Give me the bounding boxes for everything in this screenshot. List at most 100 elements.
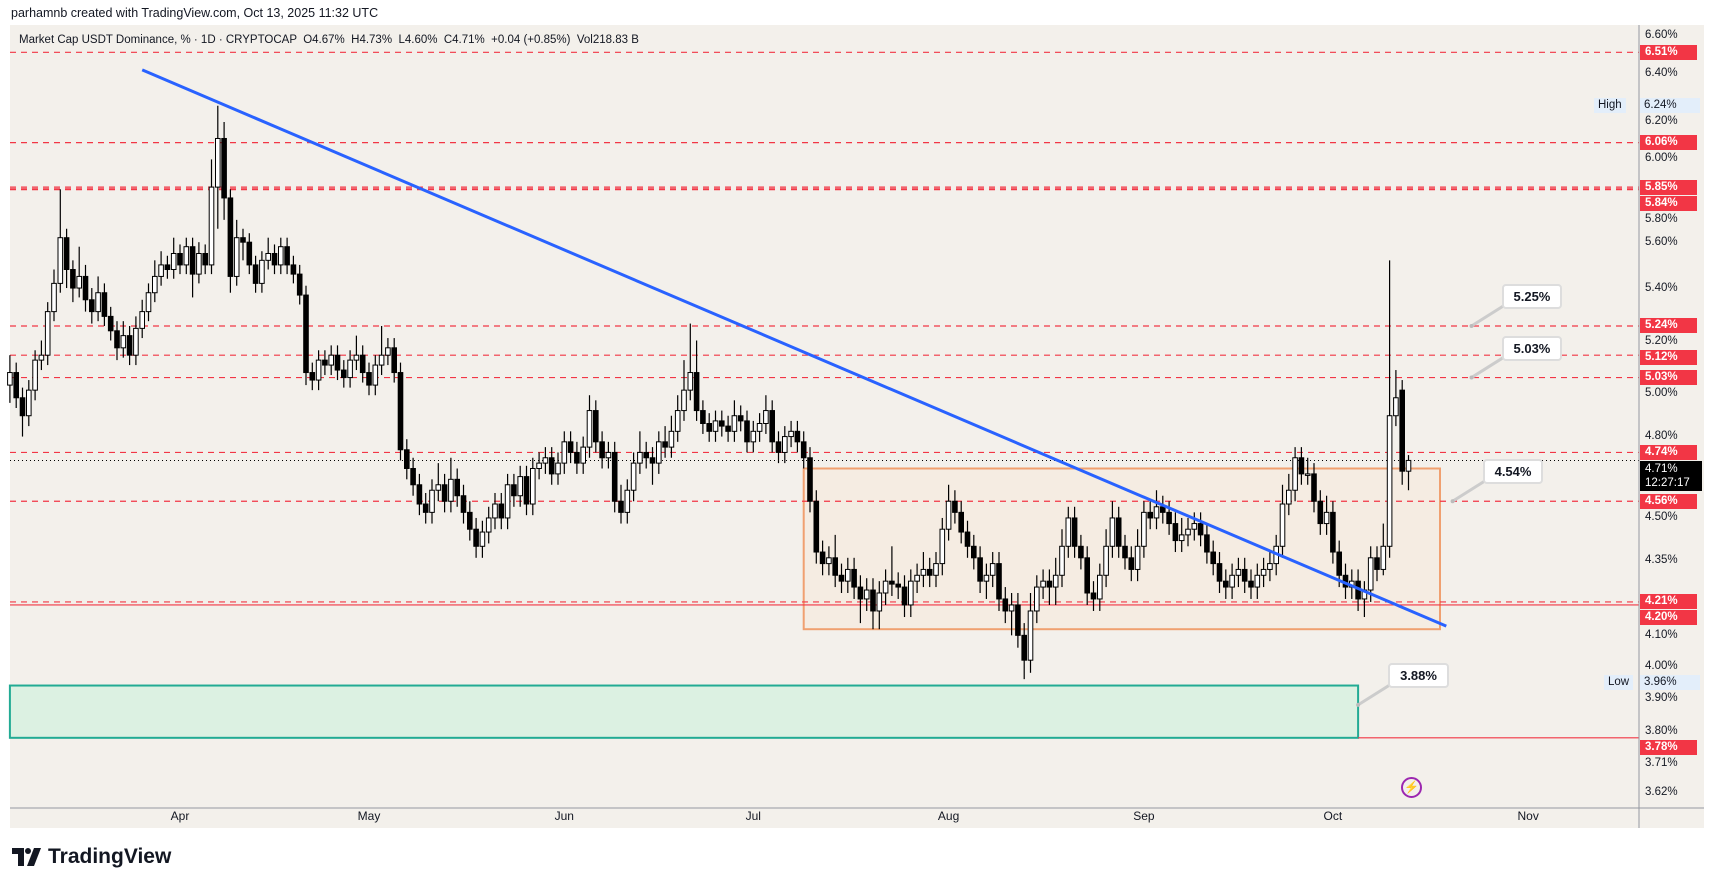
candle — [681, 360, 687, 421]
candle — [152, 260, 158, 303]
candle — [574, 441, 580, 474]
time-tick: Jun — [554, 809, 574, 823]
candle — [788, 420, 794, 448]
candle-body — [693, 372, 700, 412]
lightning-icon[interactable]: ⚡ — [1401, 777, 1422, 798]
candle-body — [120, 335, 127, 349]
legend-high: H4.73% — [351, 34, 393, 46]
candle-body — [1374, 557, 1380, 570]
legend-volume: Vol218.83 B — [576, 34, 639, 46]
candle — [775, 431, 782, 464]
candle — [467, 501, 473, 541]
candle-body — [57, 237, 64, 284]
time-tick: May — [357, 809, 381, 823]
candle-body — [989, 563, 996, 576]
candle-body — [643, 451, 650, 459]
candle — [82, 264, 89, 312]
candle-body — [958, 511, 965, 533]
candle-body — [611, 451, 618, 502]
symbol-title[interactable]: Market Cap USDT Dominance, % · 1D · CRYP… — [19, 34, 297, 46]
candle — [391, 338, 397, 383]
candle — [1267, 552, 1273, 582]
candle — [133, 316, 139, 366]
candle-body — [567, 441, 574, 453]
candle-body — [189, 246, 196, 275]
candle-body — [845, 568, 851, 582]
level-price-tag: 5.12% — [1640, 350, 1697, 366]
candle — [1128, 546, 1135, 582]
candle — [964, 520, 971, 558]
level-price-tag: 5.84% — [1640, 195, 1697, 211]
candle — [38, 340, 45, 371]
candle — [1052, 557, 1059, 605]
candle — [7, 355, 13, 403]
candle — [309, 362, 316, 391]
candle-body — [13, 372, 19, 399]
candle — [719, 410, 725, 437]
candle — [1260, 557, 1267, 588]
candle — [13, 362, 19, 408]
candle-body — [63, 237, 70, 271]
candle-body — [1065, 517, 1072, 547]
candle-body — [429, 489, 435, 513]
price-tick: 3.90% — [1645, 691, 1678, 704]
candle-body — [391, 347, 397, 374]
candle — [120, 321, 127, 358]
candle — [737, 405, 744, 432]
candle-body — [441, 484, 448, 502]
candle — [517, 465, 524, 507]
candle-body — [479, 531, 486, 547]
candle-body — [586, 410, 593, 448]
candle — [44, 302, 51, 366]
candle-body — [416, 484, 423, 505]
candle-body — [908, 580, 914, 606]
candle-body — [1059, 545, 1065, 576]
candle — [599, 431, 605, 469]
candle-body — [271, 252, 278, 266]
candle-body — [498, 503, 505, 519]
candle-body — [1008, 604, 1015, 612]
candle — [492, 492, 498, 530]
candle — [347, 350, 353, 388]
price-tick: 4.35% — [1645, 554, 1678, 567]
candle-body — [397, 372, 404, 451]
candle — [1040, 569, 1046, 599]
candle — [1134, 529, 1141, 582]
candle — [454, 468, 460, 507]
candle — [794, 420, 801, 453]
candle-body — [1279, 503, 1286, 547]
candle-body — [548, 457, 555, 475]
tradingview-logo[interactable]: TradingView — [12, 845, 171, 869]
candle — [233, 219, 240, 286]
candle-body — [152, 275, 158, 294]
bar-countdown: 12:27:17 — [1645, 477, 1690, 490]
candle-body — [819, 551, 826, 565]
candle — [1374, 546, 1380, 582]
candle — [1292, 447, 1298, 502]
candle — [1153, 490, 1160, 530]
candle — [57, 189, 64, 293]
candle-body — [1204, 534, 1210, 553]
candle — [939, 517, 946, 576]
candle-body — [139, 311, 145, 329]
candle — [26, 380, 32, 427]
candle-body — [1248, 580, 1254, 588]
candle-body — [1128, 557, 1135, 570]
candle — [586, 395, 593, 458]
time-tick: Aug — [937, 809, 960, 823]
candle — [498, 492, 505, 530]
candle-body — [460, 495, 467, 513]
candle — [410, 457, 416, 496]
symbol-legend: Market Cap USDT Dominance, % · 1D · CRYP… — [19, 34, 639, 46]
candle-body — [1084, 557, 1091, 594]
candle — [656, 431, 662, 474]
candle-body — [114, 330, 120, 349]
candle-body — [89, 299, 95, 313]
candle-body — [133, 327, 139, 356]
candle-body — [775, 441, 782, 453]
last-price: 4.71% — [1645, 463, 1678, 476]
candle-body — [359, 354, 366, 374]
time-tick: Oct — [1323, 809, 1343, 823]
candle — [404, 439, 410, 480]
